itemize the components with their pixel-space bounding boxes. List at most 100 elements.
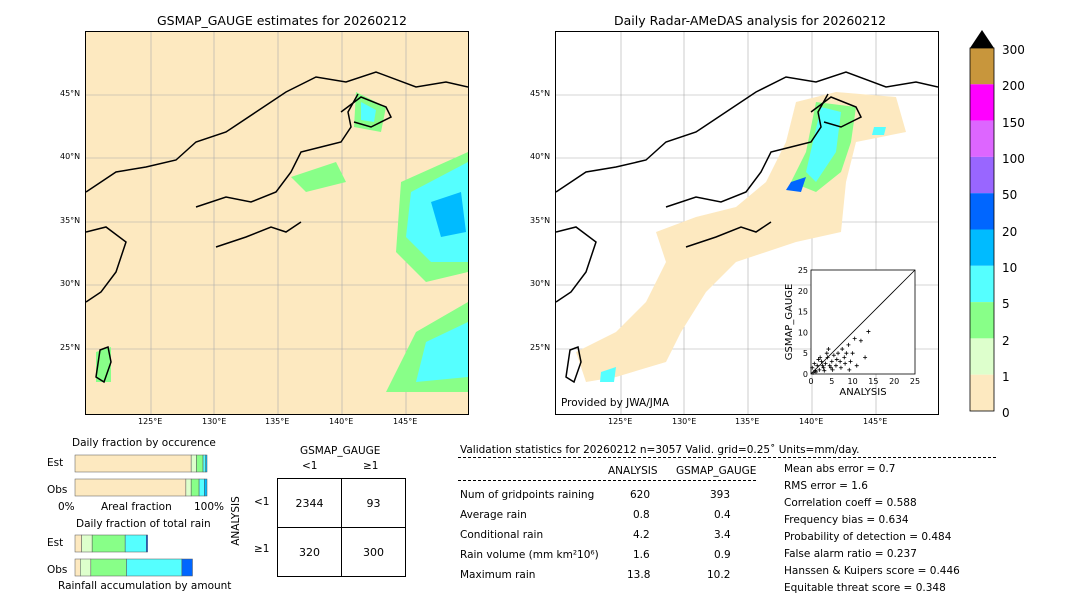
scatter-point [836, 351, 841, 356]
fraction-bar-segment [91, 534, 126, 553]
stat-analysis: 13.8 [627, 569, 651, 581]
scatter-point [838, 359, 843, 364]
scatter-x-tick: 0 [808, 377, 813, 386]
colorbar-segment [970, 302, 994, 339]
colorbar-label: 150 [1002, 116, 1025, 130]
colorbar-segment [970, 84, 994, 121]
colorbar-label: 0 [1002, 406, 1010, 420]
colorbar-segment [970, 156, 994, 194]
colorbar-label: 10 [1002, 261, 1018, 275]
right-lon-tick: 135°E [735, 417, 760, 426]
scatter-x-tick: 5 [829, 377, 834, 386]
scatter-x-tick: 25 [910, 377, 920, 386]
stat-label: Num of gridpoints raining [460, 489, 595, 501]
scatter-point [823, 361, 828, 366]
scatter-x-tick: 10 [848, 377, 858, 386]
scatter-ylabel: GSMAP_GAUGE [784, 284, 795, 361]
left-map-title: GSMAP_GAUGE estimates for 20260212 [157, 13, 407, 28]
scatter-y-tick: 20 [798, 287, 808, 296]
score-line: Correlation coeff = 0.588 [784, 497, 917, 509]
right-lat-tick: 35°N [530, 216, 551, 225]
colorbar-segment [970, 338, 994, 375]
stat-label: Conditional rain [460, 529, 544, 541]
right-lat-tick: 25°N [530, 343, 551, 352]
score-line: Mean abs error = 0.7 [784, 463, 896, 475]
colorbar-segment [970, 193, 994, 230]
scatter-point [822, 368, 827, 373]
score-line: False alarm ratio = 0.237 [784, 548, 917, 560]
scatter-point [810, 365, 815, 370]
totalrain-cat-est: Est [47, 537, 64, 549]
scatter-point [852, 336, 857, 341]
scatter-xlabel: ANALYSIS [839, 387, 886, 398]
scatter-point [824, 351, 829, 356]
occurrence-xlabel: Areal fraction [101, 501, 172, 513]
left-lon-tick: 140°E [329, 417, 354, 426]
right-lat-tick: 40°N [530, 152, 551, 161]
fraction-bar-segment [74, 534, 82, 553]
contingency-row-title: ANALYSIS [229, 496, 242, 546]
fraction-bar-segment [74, 478, 187, 497]
scatter-point [818, 355, 823, 360]
colorbar-label: 100 [1002, 152, 1025, 166]
occurrence-tick-0: 0% [58, 501, 75, 513]
fraction-bar-segment [202, 454, 206, 473]
fraction-bar-segment [185, 478, 192, 497]
scatter-point [817, 367, 822, 372]
left-map-canvas [86, 32, 468, 414]
scatter-point [816, 357, 821, 362]
colorbar-segment [970, 229, 994, 266]
left-lon-tick: 130°E [202, 417, 227, 426]
table-cell: 2344 [277, 478, 342, 528]
occurrence-bars [74, 454, 208, 497]
stat-gsmap: 10.2 [707, 569, 731, 581]
validation-subdivider [458, 480, 756, 481]
right-lat-tick: 30°N [530, 279, 551, 288]
stat-gsmap: 0.4 [714, 509, 731, 521]
scatter-point [847, 367, 852, 372]
validation-col-gsmap: GSMAP_GAUGE [676, 465, 757, 477]
validation-header: Validation statistics for 20260212 n=305… [460, 444, 860, 456]
stat-analysis: 1.6 [633, 549, 650, 561]
scatter-point [848, 359, 853, 364]
scatter-y-tick: 10 [798, 328, 808, 337]
fraction-bar-segment [205, 454, 208, 473]
colorbar-label: 50 [1002, 188, 1018, 202]
occurrence-title: Daily fraction by occurence [72, 437, 216, 449]
scatter-point [826, 347, 831, 352]
scatter-point [840, 347, 845, 352]
left-lon-tick: 125°E [138, 417, 163, 426]
scatter-point [831, 353, 836, 358]
stat-analysis: 0.8 [633, 509, 650, 521]
fraction-bar-segment [190, 454, 197, 473]
table-cell: 320 [277, 527, 342, 577]
fraction-bar-segment [81, 534, 93, 553]
stat-analysis: 620 [630, 489, 651, 501]
totalrain-bars [74, 534, 193, 577]
scatter-y-tick: 15 [798, 308, 808, 317]
right-lon-tick: 130°E [672, 417, 697, 426]
scatter-point [813, 369, 818, 374]
right-lon-tick: 145°E [863, 417, 888, 426]
colorbar-label: 5 [1002, 297, 1010, 311]
table-cell: 300 [341, 527, 406, 577]
stat-label: Rain volume (mm km²10⁶) [460, 549, 599, 561]
fraction-bar-segment [190, 478, 200, 497]
contingency-col-ge1: ≥1 [363, 460, 379, 472]
left-lat-tick: 45°N [60, 89, 81, 98]
fraction-bar-segment [204, 478, 208, 497]
score-line: Probability of detection = 0.484 [784, 531, 952, 543]
scatter-point [850, 351, 855, 356]
stat-gsmap: 3.4 [714, 529, 731, 541]
scatter-point [833, 363, 838, 368]
fraction-bar-segment [74, 558, 81, 577]
scatter-point [821, 365, 826, 370]
table-cell: 93 [341, 478, 406, 528]
contingency-table: 2344 93 320 300 [277, 478, 406, 577]
scatter-point [811, 370, 816, 375]
colorbar-label: 200 [1002, 79, 1025, 93]
left-lat-tick: 40°N [60, 152, 81, 161]
score-line: RMS error = 1.6 [784, 480, 868, 492]
fraction-bar-segment [146, 534, 148, 553]
colorbar-segment [970, 374, 994, 411]
